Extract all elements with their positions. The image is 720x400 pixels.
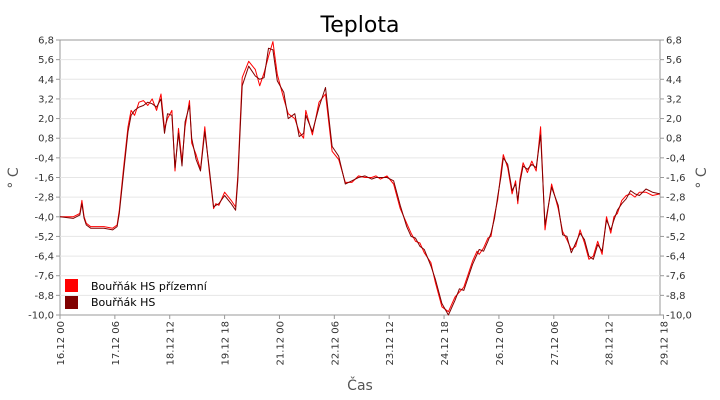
chart-title: Teplota bbox=[320, 13, 400, 38]
x-tick-label: 27.12 06 bbox=[550, 321, 561, 366]
y-tick-label-right: -2,8 bbox=[666, 193, 686, 204]
y-tick-label-right: -7,6 bbox=[666, 271, 686, 282]
y-tick-label: -0,4 bbox=[34, 153, 54, 164]
legend-swatch-series-2 bbox=[65, 296, 78, 309]
x-tick-label: 18.12 12 bbox=[166, 321, 177, 366]
x-tick-label: 19.12 18 bbox=[221, 321, 232, 366]
y-axis-label-right: ° C bbox=[694, 167, 710, 188]
y-tick-label-right: 0,8 bbox=[666, 134, 682, 145]
y-tick-label: 4,4 bbox=[38, 75, 54, 86]
legend-swatch-series-1 bbox=[65, 279, 78, 292]
y-tick-label-right: 4,4 bbox=[666, 75, 682, 86]
y-tick-label: -2,8 bbox=[34, 193, 54, 204]
x-tick-label: 16.12 00 bbox=[56, 321, 67, 366]
series-lines bbox=[59, 41, 661, 316]
y-tick-label: 2,0 bbox=[38, 114, 54, 125]
x-tick-label: 24.12 18 bbox=[440, 321, 451, 366]
y-tick-label: 5,6 bbox=[38, 55, 54, 66]
y-tick-label: -7,6 bbox=[34, 271, 54, 282]
y-tick-label-right: -1,6 bbox=[666, 173, 686, 184]
y-tick-label: -4,0 bbox=[34, 212, 54, 223]
y-tick-label: 3,2 bbox=[38, 94, 54, 105]
x-axis: 16.12 00 17.12 06 18.12 12 19.12 18 21.12 00… bbox=[56, 315, 671, 366]
legend-label-series-2: Bouřňák HS bbox=[91, 296, 155, 309]
y-tick-label: -8,8 bbox=[34, 291, 54, 302]
legend-label-series-1: Bouřňák HS přízemní bbox=[91, 280, 208, 293]
x-tick-label: 29.12 18 bbox=[660, 321, 671, 366]
y-tick-label-right: -4,0 bbox=[666, 212, 686, 223]
y-tick-label-right: -10,0 bbox=[666, 311, 692, 322]
series-line-2 bbox=[59, 47, 661, 316]
y-tick-label-right: 3,2 bbox=[666, 94, 682, 105]
x-tick-label: 28.12 12 bbox=[605, 321, 616, 366]
y-axis-label-left: ° C bbox=[6, 167, 22, 188]
y-tick-label-right: -0,4 bbox=[666, 153, 686, 164]
y-tick-label-right: -5,2 bbox=[666, 232, 686, 243]
y-tick-label: -1,6 bbox=[34, 173, 54, 184]
y-tick-label-right: 2,0 bbox=[666, 114, 682, 125]
x-tick-label: 22.12 06 bbox=[330, 321, 341, 366]
y-tick-label: 6,8 bbox=[38, 36, 54, 47]
x-tick-label: 26.12 00 bbox=[495, 321, 506, 366]
y-tick-label-right: -8,8 bbox=[666, 291, 686, 302]
y-tick-label: -10,0 bbox=[28, 311, 54, 322]
grid-lines bbox=[60, 59, 660, 296]
legend: Bouřňák HS přízemní Bouřňák HS bbox=[65, 279, 208, 309]
y-tick-label-right: -6,4 bbox=[666, 252, 686, 263]
y-tick-label: 0,8 bbox=[38, 134, 54, 145]
y-axis-left: 6,8 5,6 4,4 3,2 2,0 0,8 -0,4 -1,6 -2,8 -4,0 -5,2 -6… bbox=[28, 36, 60, 322]
x-tick-label: 21.12 00 bbox=[275, 321, 286, 366]
x-tick-label: 17.12 06 bbox=[111, 321, 122, 366]
x-tick-label: 23.12 12 bbox=[385, 321, 396, 366]
y-tick-label-right: 6,8 bbox=[666, 36, 682, 47]
y-axis-right: 6,8 5,6 4,4 3,2 2,0 0,8 -0,4 -1,6 -2,8 -4,0 -5,2 -6… bbox=[660, 36, 692, 322]
y-tick-label-right: 5,6 bbox=[666, 55, 682, 66]
y-tick-label: -6,4 bbox=[34, 252, 54, 263]
x-axis-label: Čas bbox=[347, 376, 373, 394]
y-tick-label: -5,2 bbox=[34, 232, 54, 243]
